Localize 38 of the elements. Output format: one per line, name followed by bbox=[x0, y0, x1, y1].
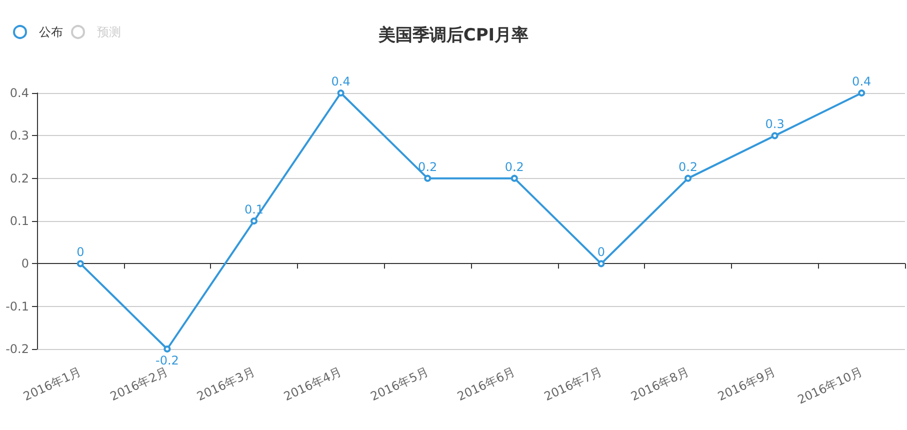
data-label: 0.2 bbox=[504, 160, 524, 174]
x-tick-label: 2016年1月 bbox=[21, 364, 84, 404]
data-label: 0.2 bbox=[418, 160, 438, 174]
x-tick-label: 2016年2月 bbox=[108, 364, 170, 404]
y-tick-label: 0.3 bbox=[10, 128, 29, 143]
data-label: -0.2 bbox=[155, 354, 179, 368]
legend-label: 公布 bbox=[39, 25, 63, 39]
data-label: 0 bbox=[76, 245, 84, 260]
y-tick-label: -0.2 bbox=[6, 342, 29, 356]
point bbox=[337, 90, 344, 96]
chart-title: 美国季调后CPI月率 bbox=[377, 26, 529, 46]
data-label: 0.4 bbox=[852, 74, 872, 88]
y-tick-label: 0.4 bbox=[10, 86, 29, 100]
y-tick-label: 0.1 bbox=[10, 214, 29, 228]
data-label: 0 bbox=[597, 245, 606, 260]
x-tick-label: 2016年10月 bbox=[795, 364, 865, 407]
point bbox=[598, 260, 605, 268]
point bbox=[164, 346, 171, 352]
point bbox=[510, 174, 518, 182]
x-tick-label: 2016年6月 bbox=[455, 364, 518, 404]
y-tick-label: -0.1 bbox=[6, 299, 29, 314]
x-tick-label: 2016年5月 bbox=[368, 364, 431, 404]
point bbox=[684, 174, 692, 182]
y-tick-label: 0 bbox=[21, 256, 29, 271]
data-label: 0.3 bbox=[765, 117, 784, 132]
x-tick-label: 2016年4月 bbox=[282, 364, 344, 404]
x-tick-label: 2016年9月 bbox=[716, 364, 778, 404]
point bbox=[76, 260, 84, 268]
point bbox=[858, 90, 866, 96]
x-tick-label: 2016年8月 bbox=[628, 364, 691, 404]
point bbox=[250, 218, 258, 224]
x-tick-label: 2016年3月 bbox=[194, 364, 257, 404]
data-label: 0.4 bbox=[331, 74, 350, 88]
x-tick-label: 2016年7月 bbox=[542, 364, 604, 404]
point bbox=[424, 174, 432, 182]
data-label: 0.2 bbox=[678, 160, 698, 174]
point bbox=[771, 132, 778, 140]
y-tick-label: 0.2 bbox=[10, 171, 29, 186]
